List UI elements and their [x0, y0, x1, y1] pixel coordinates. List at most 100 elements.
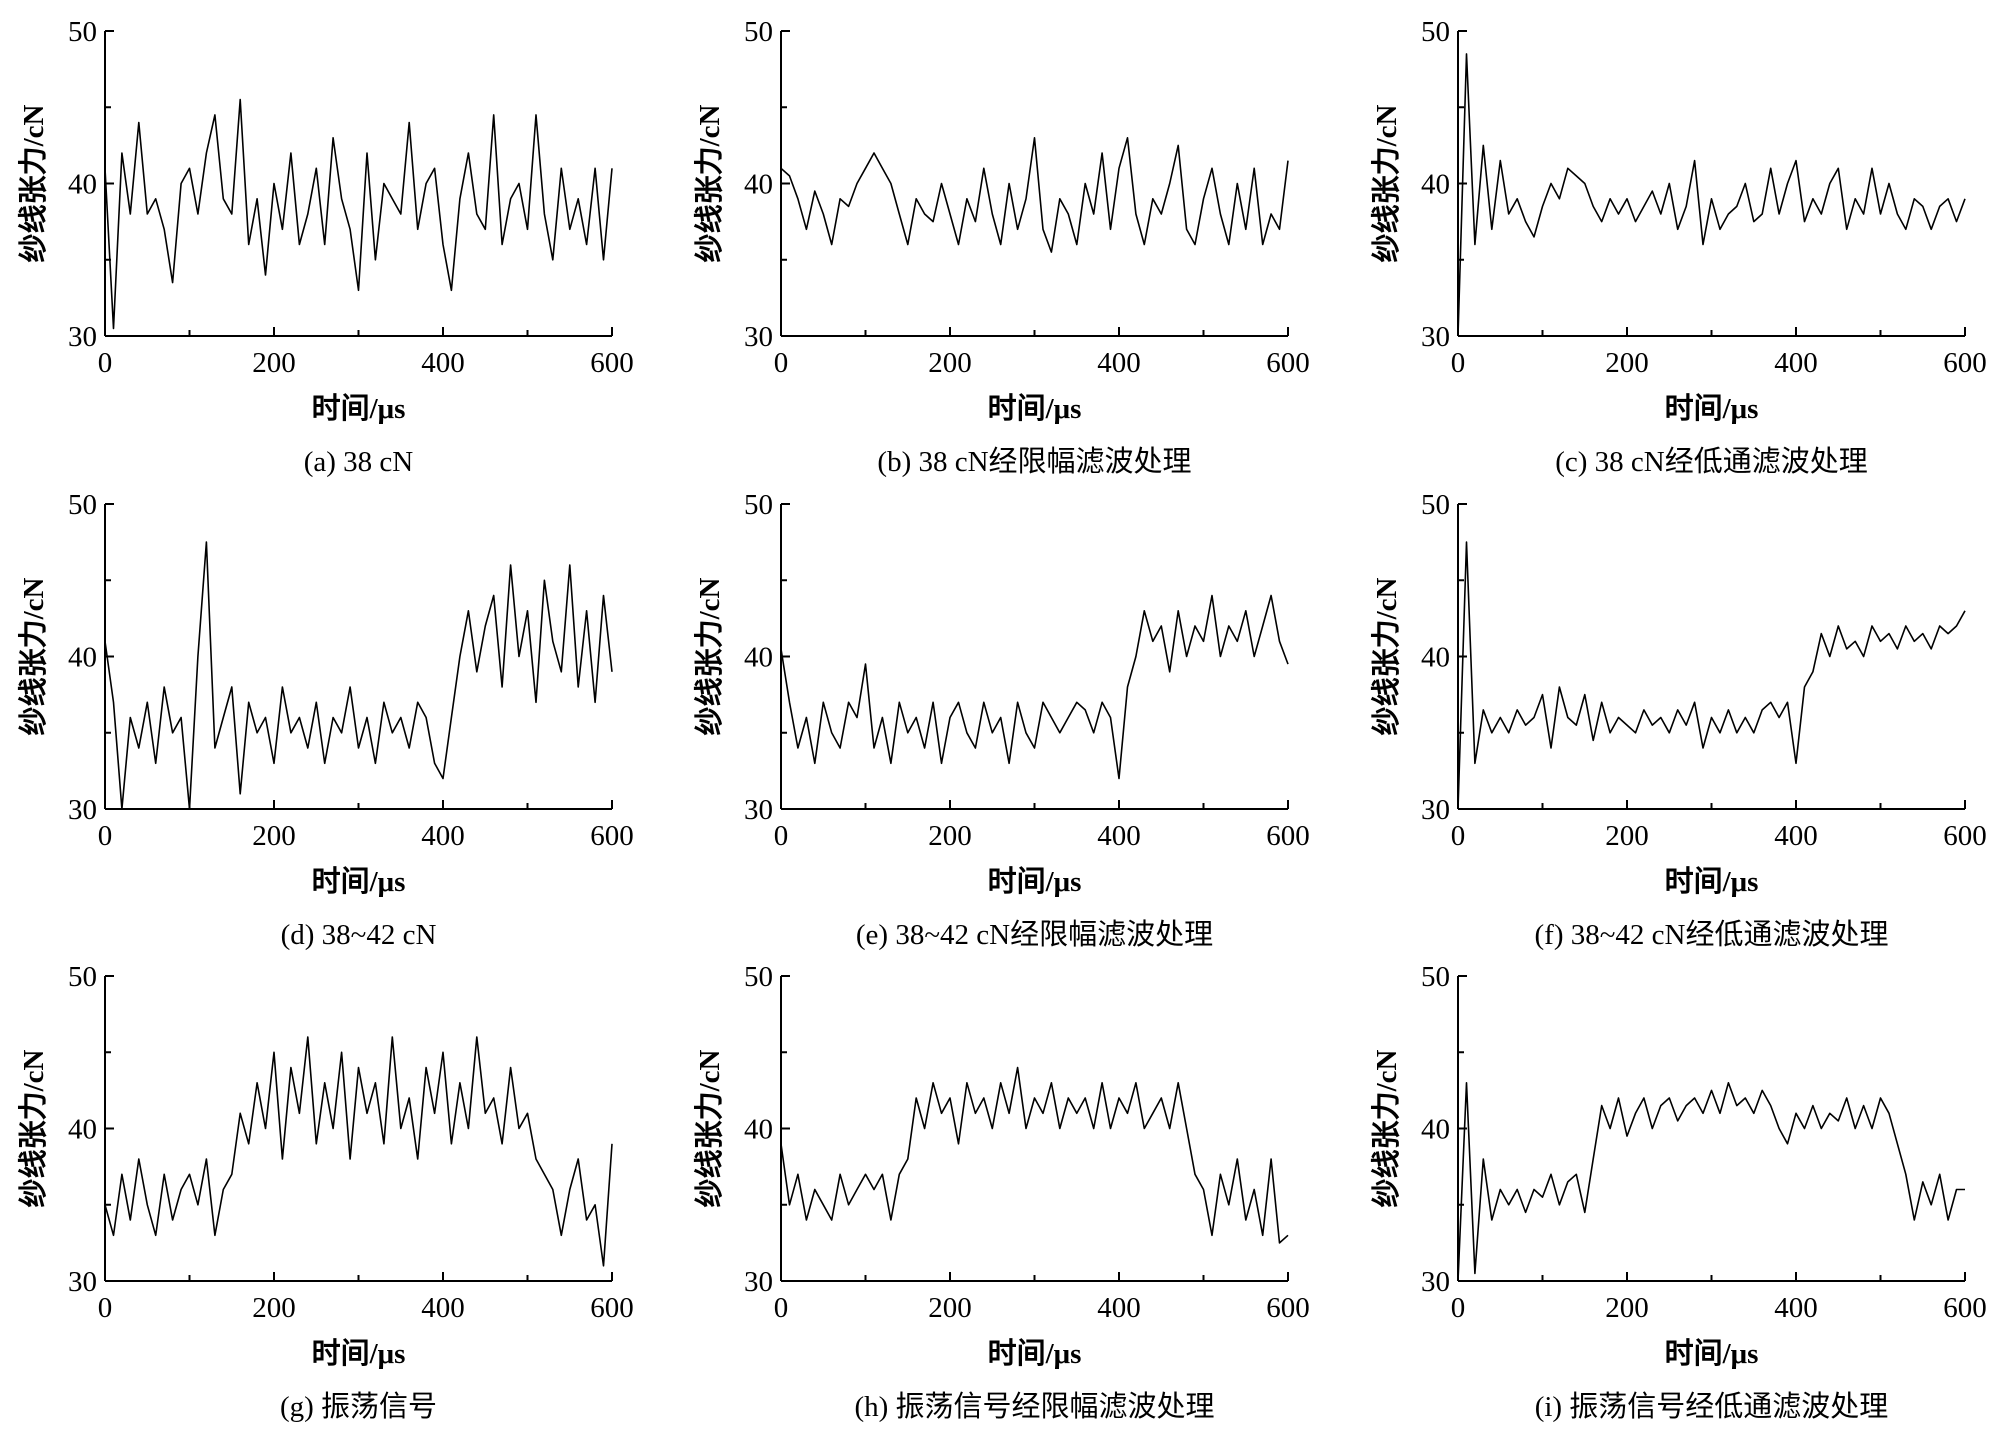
panel-e: 0 200 400 600 30 40 50 时间/μs 纱线张力/cN (e) 38~42 cN… — [693, 489, 1310, 951]
x-tick-label: 0 — [98, 347, 113, 379]
x-tick-label: 0 — [774, 347, 789, 379]
x-tick-label: 600 — [590, 347, 634, 379]
panel-caption: (b) 38 cN经限幅滤波处理 — [877, 445, 1191, 478]
y-tick-label: 30 — [744, 1266, 773, 1298]
panel-a: 0 200 400 600 30 40 50 时间/μs 纱线张力/cN (a) 38 cN — [17, 16, 634, 478]
panel-caption: (c) 38 cN经低通滤波处理 — [1555, 445, 1868, 478]
x-tick-label: 200 — [1605, 820, 1649, 852]
x-tick-label: 400 — [1097, 820, 1141, 852]
y-tick-label: 30 — [1421, 321, 1450, 353]
series-line-h — [780, 1066, 1289, 1244]
x-tick-label: 400 — [1097, 1292, 1141, 1324]
y-axis-label: 纱线张力/cN — [1370, 1050, 1403, 1208]
y-tick-label: 40 — [1421, 642, 1450, 674]
x-axis-label: 时间/μs — [1665, 1337, 1759, 1370]
y-tick-label: 40 — [744, 1114, 773, 1146]
panel-caption: (h) 振荡信号经限幅滤波处理 — [854, 1390, 1214, 1423]
x-tick-label: 400 — [1774, 347, 1818, 379]
x-tick-label: 400 — [1097, 347, 1141, 379]
x-axis-label: 时间/μs — [1665, 392, 1759, 425]
x-tick-label: 600 — [1943, 1292, 1987, 1324]
x-tick-label: 400 — [1774, 1292, 1818, 1324]
y-tick-label: 40 — [744, 642, 773, 674]
x-tick-label: 0 — [1451, 820, 1466, 852]
panel-b: 0 200 400 600 30 40 50 时间/μs 纱线张力/cN (b) 38 cN经限幅… — [693, 16, 1310, 478]
series-line-f — [1457, 541, 1966, 810]
x-tick-label: 600 — [1943, 347, 1987, 379]
x-tick-label: 400 — [1774, 820, 1818, 852]
x-tick-label: 200 — [252, 820, 296, 852]
series-line-i — [1457, 1082, 1965, 1282]
panel-f: 0 200 400 600 30 40 50 时间/μs 纱线张力/cN (f) 38~42 cN… — [1370, 489, 1987, 951]
x-tick-label: 0 — [98, 820, 113, 852]
x-axis-label: 时间/μs — [1665, 865, 1759, 898]
x-tick-label: 200 — [252, 1292, 296, 1324]
x-tick-label: 0 — [774, 1292, 789, 1324]
x-axis-label: 时间/μs — [988, 392, 1082, 425]
y-tick-label: 30 — [1421, 794, 1450, 826]
series-line-d — [104, 541, 613, 810]
y-axis-label: 纱线张力/cN — [17, 578, 50, 736]
x-tick-label: 400 — [421, 820, 465, 852]
y-tick-label: 30 — [68, 321, 97, 353]
x-tick-label: 400 — [421, 1292, 465, 1324]
x-tick-label: 400 — [421, 347, 465, 379]
y-tick-label: 40 — [744, 169, 773, 201]
y-tick-label: 40 — [1421, 1114, 1450, 1146]
x-tick-label: 600 — [1266, 820, 1310, 852]
x-axis-label: 时间/μs — [312, 865, 406, 898]
x-tick-label: 200 — [252, 347, 296, 379]
panel-d: 0 200 400 600 30 40 50 时间/μs 纱线张力/cN (d) 38~42 cN — [17, 489, 634, 951]
x-tick-label: 200 — [928, 347, 972, 379]
x-axis-label: 时间/μs — [988, 1337, 1082, 1370]
y-tick-label: 50 — [1421, 489, 1450, 521]
y-tick-label: 50 — [68, 16, 97, 48]
y-tick-label: 40 — [68, 169, 97, 201]
panel-caption: (g) 振荡信号 — [280, 1390, 437, 1423]
panel-i: 0 200 400 600 30 40 50 时间/μs 纱线张力/cN (i) 振荡信号经低通滤… — [1370, 961, 1987, 1423]
panel-caption: (d) 38~42 cN — [281, 919, 437, 951]
y-tick-label: 30 — [1421, 1266, 1450, 1298]
x-tick-label: 200 — [1605, 347, 1649, 379]
series-line-e — [780, 594, 1289, 780]
x-tick-label: 600 — [1266, 1292, 1310, 1324]
y-tick-label: 30 — [68, 794, 97, 826]
y-axis-label: 纱线张力/cN — [17, 105, 50, 263]
y-axis-label: 纱线张力/cN — [693, 105, 726, 263]
y-tick-label: 30 — [68, 1266, 97, 1298]
x-tick-label: 0 — [1451, 347, 1466, 379]
y-tick-label: 40 — [68, 1114, 97, 1146]
x-tick-label: 600 — [590, 1292, 634, 1324]
x-tick-label: 600 — [590, 820, 634, 852]
x-tick-label: 0 — [98, 1292, 113, 1324]
series-line-g — [104, 1036, 613, 1267]
y-tick-label: 50 — [68, 961, 97, 993]
y-axis-label: 纱线张力/cN — [1370, 105, 1403, 263]
y-tick-label: 50 — [744, 961, 773, 993]
y-tick-label: 50 — [744, 16, 773, 48]
x-tick-label: 200 — [928, 820, 972, 852]
y-tick-label: 30 — [744, 321, 773, 353]
panel-h: 0 200 400 600 30 40 50 时间/μs 纱线张力/cN (h) 振荡信号经限幅滤… — [693, 961, 1310, 1423]
y-axis-label: 纱线张力/cN — [693, 1050, 726, 1208]
x-tick-label: 600 — [1943, 820, 1987, 852]
panel-caption: (a) 38 cN — [304, 446, 414, 478]
x-axis-label: 时间/μs — [312, 1337, 406, 1370]
panel-g: 0 200 400 600 30 40 50 时间/μs 纱线张力/cN (g) 振荡信号 — [17, 961, 634, 1423]
series-line-c — [1457, 53, 1966, 337]
y-tick-label: 50 — [744, 489, 773, 521]
panel-caption: (e) 38~42 cN经限幅滤波处理 — [856, 918, 1213, 951]
x-tick-label: 0 — [774, 820, 789, 852]
y-tick-label: 50 — [68, 489, 97, 521]
y-tick-label: 40 — [1421, 169, 1450, 201]
y-tick-label: 50 — [1421, 16, 1450, 48]
y-tick-label: 30 — [744, 794, 773, 826]
x-axis-label: 时间/μs — [312, 392, 406, 425]
panel-caption: (f) 38~42 cN经低通滤波处理 — [1535, 918, 1889, 951]
x-tick-label: 200 — [928, 1292, 972, 1324]
panel-c: 0 200 400 600 30 40 50 时间/μs 纱线张力/cN (c) 38 cN经低通… — [1370, 16, 1987, 478]
x-tick-label: 600 — [1266, 347, 1310, 379]
series-line-b — [780, 137, 1289, 253]
series-line-a — [104, 98, 613, 330]
